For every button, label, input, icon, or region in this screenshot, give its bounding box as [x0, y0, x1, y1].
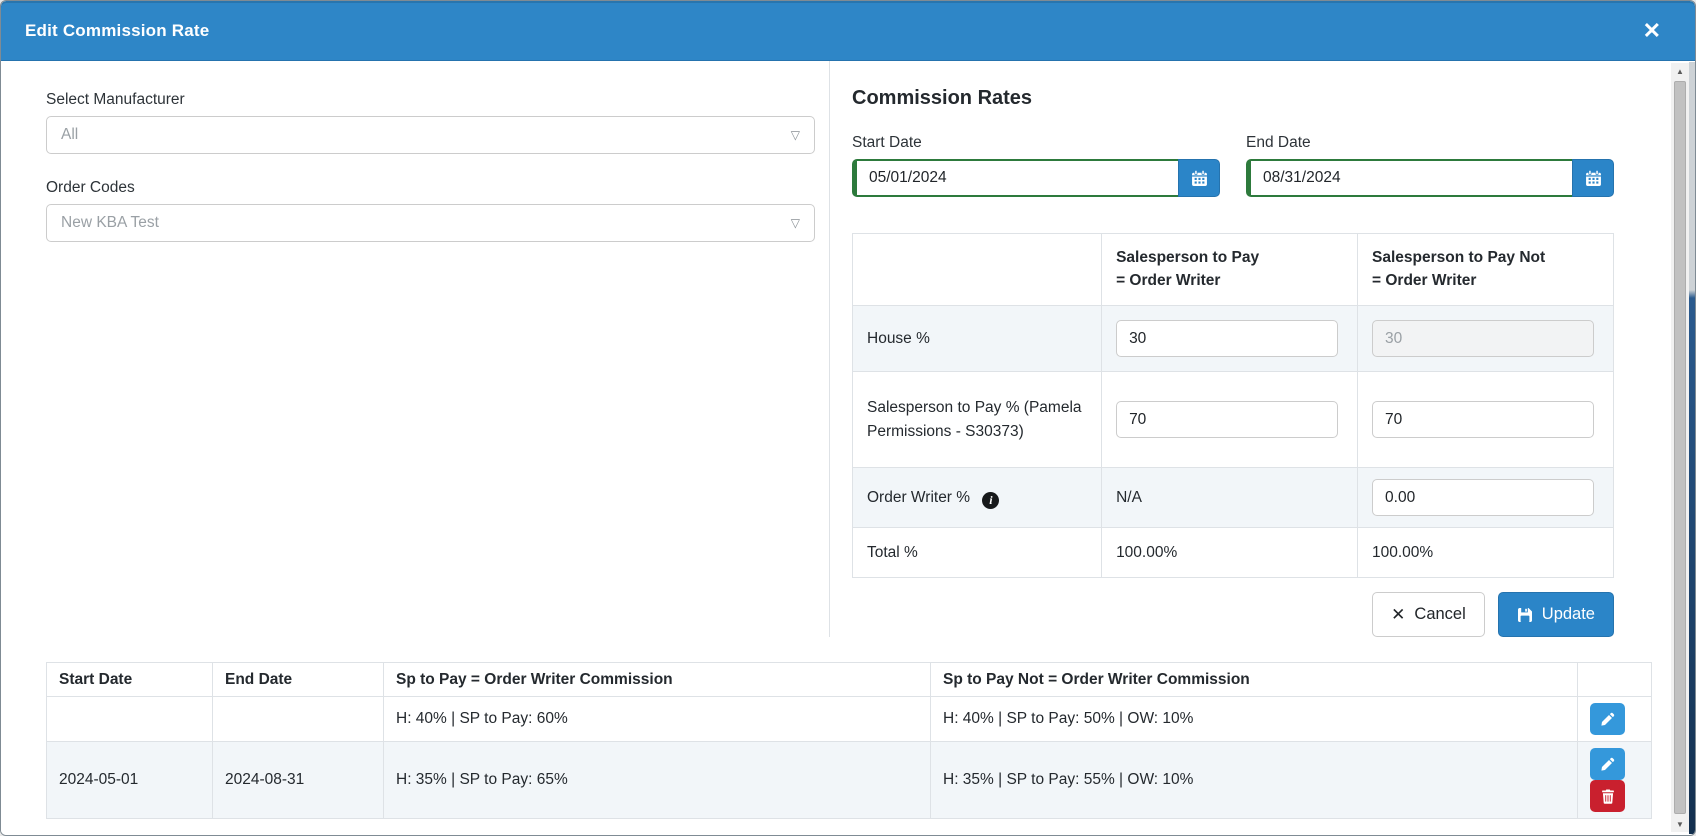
order-codes-select[interactable]: New KBA Test ▽: [46, 204, 815, 242]
calendar-icon: [1191, 169, 1208, 187]
history-header-sp-not: Sp to Pay Not = Order Writer Commission: [930, 662, 1578, 697]
history-start-date: [46, 696, 213, 742]
commission-history-section: Start Date End Date Sp to Pay = Order Wr…: [1, 637, 1669, 819]
history-end-date: [212, 696, 384, 742]
manufacturer-label: Select Manufacturer: [46, 91, 185, 108]
start-date-calendar-button[interactable]: [1178, 159, 1220, 197]
history-sp-eq-commission: H: 40% | SP to Pay: 60%: [383, 696, 931, 742]
history-header-start-date: Start Date: [46, 662, 213, 697]
history-sp-not-commission: H: 35% | SP to Pay: 55% | OW: 10%: [930, 741, 1578, 819]
calendar-icon: [1585, 169, 1602, 187]
rates-header-sp-equal-ow: Salesperson to Pay = Order Writer: [1101, 233, 1359, 306]
house-pay-not-input: [1372, 320, 1595, 357]
history-sp-eq-commission: H: 35% | SP to Pay: 65%: [383, 741, 931, 819]
table-row-house: House %: [851, 305, 1614, 372]
house-label: House %: [851, 305, 1103, 372]
table-row: H: 40% | SP to Pay: 60% H: 40% | SP to P…: [46, 696, 1652, 742]
table-row-order-writer: Order Writer % i N/A: [851, 467, 1614, 528]
update-button[interactable]: Update: [1497, 592, 1614, 637]
trash-icon: [1601, 789, 1615, 804]
scroll-down-arrow[interactable]: ▼: [1676, 819, 1684, 829]
edit-button[interactable]: [1590, 703, 1625, 735]
table-row-salesperson: Salesperson to Pay % (Pamela Permissions…: [851, 371, 1614, 468]
commission-history-table: Start Date End Date Sp to Pay = Order Wr…: [46, 662, 1652, 819]
end-date-label: End Date: [1246, 134, 1311, 151]
cancel-button[interactable]: ✕ Cancel: [1372, 592, 1485, 637]
manufacturer-selected-value: All: [61, 126, 79, 143]
history-header-end-date: End Date: [212, 662, 384, 697]
x-icon: ✕: [1391, 604, 1406, 624]
end-date-input[interactable]: [1246, 159, 1572, 197]
total-pay-not-value: 100.00%: [1357, 527, 1614, 578]
start-date-label: Start Date: [852, 134, 922, 151]
history-header-sp-eq: Sp to Pay = Order Writer Commission: [383, 662, 931, 697]
modal-body: Select Manufacturer All ▽ Order Codes Ne…: [1, 61, 1669, 835]
total-label: Total %: [851, 527, 1103, 578]
order-writer-pay-na: N/A: [1101, 467, 1359, 528]
salesperson-pay-input[interactable]: [1116, 401, 1339, 438]
rates-header-sp-not-ow: Salesperson to Pay Not = Order Writer: [1357, 233, 1614, 306]
house-pay-input[interactable]: [1116, 320, 1339, 357]
salesperson-label: Salesperson to Pay % (Pamela Permissions…: [851, 371, 1103, 468]
background-page-edge: [1689, 62, 1695, 834]
edit-button[interactable]: [1590, 748, 1625, 780]
commission-rates-heading: Commission Rates: [852, 87, 1033, 109]
info-icon[interactable]: i: [982, 491, 1000, 509]
start-date-input[interactable]: [852, 159, 1178, 197]
save-icon: [1517, 607, 1533, 623]
manufacturer-select[interactable]: All ▽: [46, 116, 815, 154]
salesperson-pay-not-input[interactable]: [1372, 401, 1595, 438]
end-date-calendar-button[interactable]: [1572, 159, 1614, 197]
order-codes-selected-value: New KBA Test: [61, 214, 159, 231]
table-row: 2024-05-01 2024-08-31 H: 35% | SP to Pay…: [46, 741, 1652, 819]
scroll-up-arrow[interactable]: ▲: [1676, 66, 1684, 76]
history-end-date: 2024-08-31: [212, 741, 384, 819]
history-sp-not-commission: H: 40% | SP to Pay: 50% | OW: 10%: [930, 696, 1578, 742]
close-icon[interactable]: ✕: [1639, 16, 1665, 46]
order-codes-label: Order Codes: [46, 179, 135, 196]
chevron-down-icon: ▽: [790, 216, 800, 230]
history-header-actions: [1577, 662, 1652, 697]
rates-header-blank: [851, 233, 1103, 306]
scrollbar-thumb[interactable]: [1674, 81, 1686, 814]
delete-button[interactable]: [1590, 780, 1625, 812]
pencil-icon: [1600, 757, 1615, 772]
total-pay-value: 100.00%: [1101, 527, 1359, 578]
history-start-date: 2024-05-01: [46, 741, 213, 819]
vertical-scrollbar[interactable]: ▲ ▼: [1671, 63, 1689, 832]
order-writer-label: Order Writer % i: [851, 467, 1103, 528]
modal-title: Edit Commission Rate: [25, 20, 210, 40]
table-row-total: Total % 100.00% 100.00%: [851, 527, 1614, 578]
modal-header: Edit Commission Rate ✕: [1, 1, 1695, 61]
order-writer-pay-not-input[interactable]: [1372, 479, 1595, 516]
commission-rates-table: Salesperson to Pay = Order Writer Salesp…: [851, 233, 1614, 578]
commission-rates-panel: Commission Rates Start Date: [829, 61, 1669, 637]
filters-panel: Select Manufacturer All ▽ Order Codes Ne…: [1, 61, 829, 637]
chevron-down-icon: ▽: [790, 128, 800, 142]
pencil-icon: [1600, 712, 1615, 727]
